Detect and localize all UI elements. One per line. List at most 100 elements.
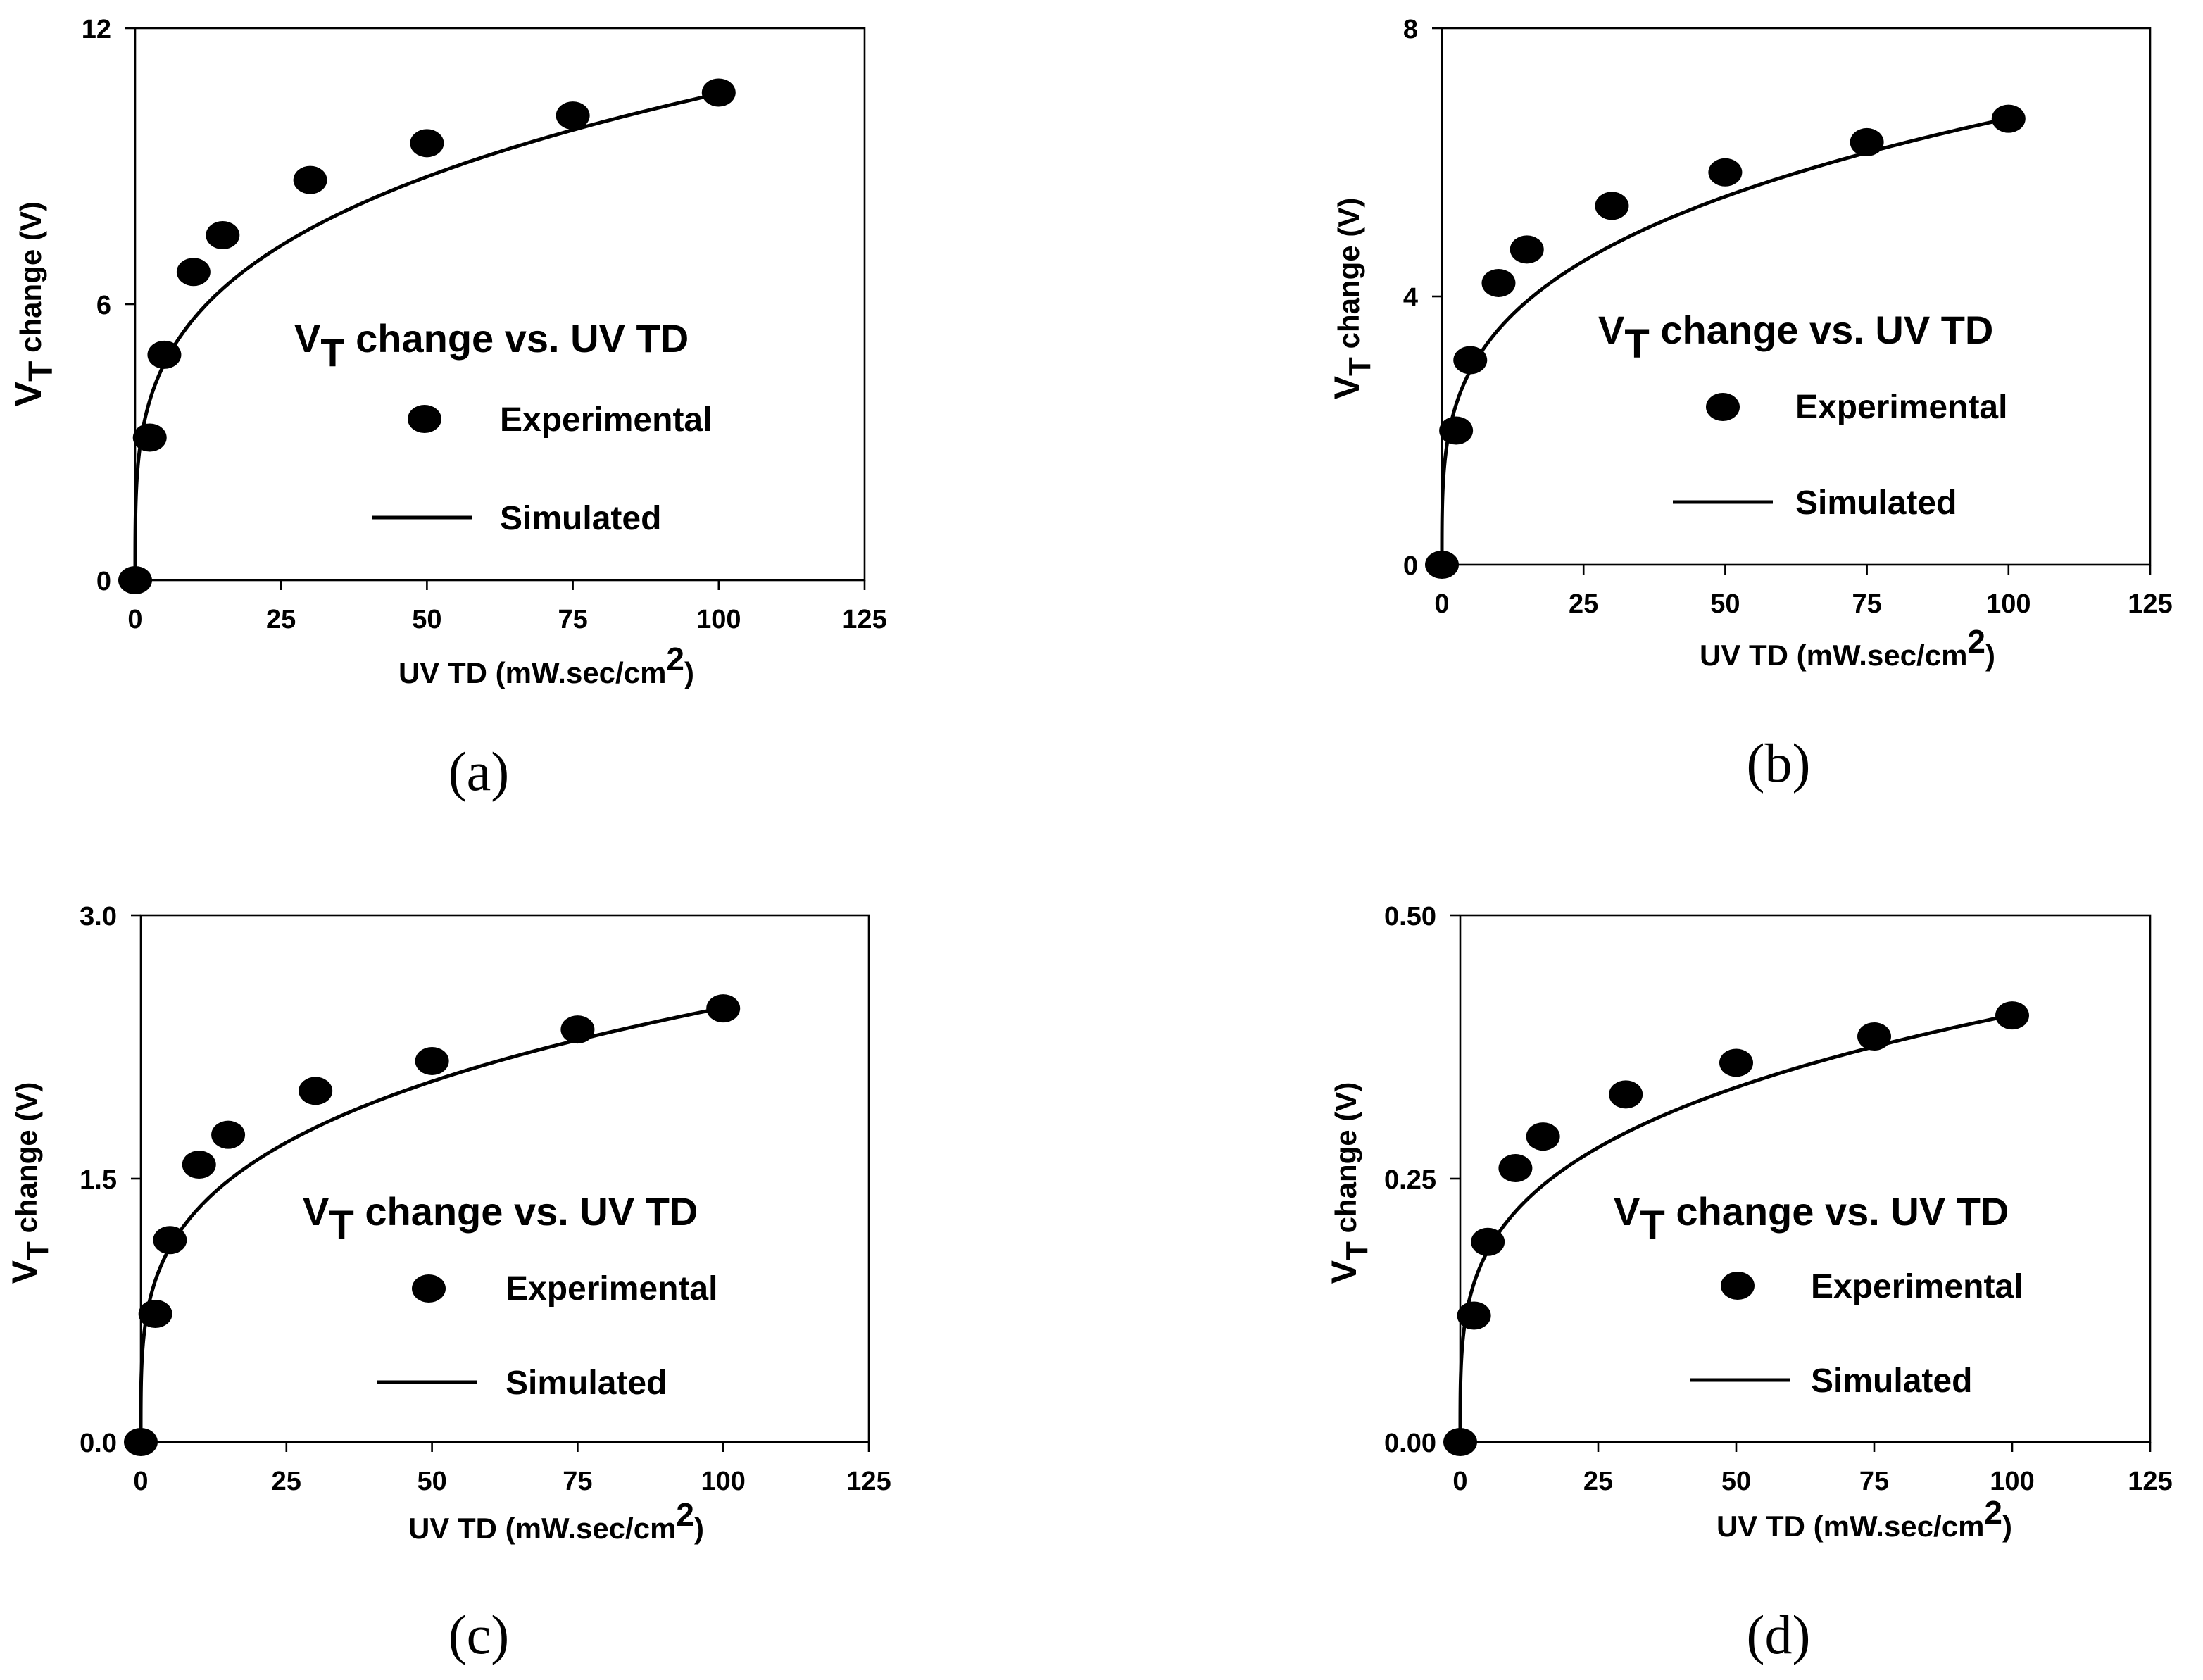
panel-label: (c) — [448, 1604, 510, 1665]
experimental-point — [1595, 192, 1629, 220]
y-tick-label: 0 — [96, 567, 111, 596]
y-axis-title: VT change (V) — [1327, 198, 1377, 400]
y-tick-label: 1.5 — [80, 1165, 117, 1195]
x-tick-label: 100 — [1986, 589, 2031, 619]
legend-marker-icon — [1706, 393, 1740, 421]
y-tick-label: 4 — [1403, 283, 1418, 313]
legend-simulated-label: Simulated — [1811, 1362, 1972, 1400]
experimental-point — [182, 1151, 216, 1179]
experimental-point — [1857, 1022, 1891, 1051]
legend-experimental-label: Experimental — [1795, 389, 2007, 426]
x-tick-label: 25 — [1569, 589, 1598, 619]
experimental-point — [706, 994, 741, 1023]
x-tick-label: 50 — [1721, 1467, 1751, 1496]
x-axis-title: UV TD (mW.sec/cm2) — [408, 1496, 704, 1545]
x-tick-label: 100 — [701, 1467, 745, 1496]
legend-simulated-label: Simulated — [1795, 484, 1957, 522]
y-tick-label: 0.25 — [1384, 1165, 1436, 1195]
experimental-point — [124, 1428, 158, 1456]
experimental-point — [176, 258, 211, 287]
experimental-point — [1526, 1122, 1560, 1151]
experimental-point — [1850, 127, 1884, 156]
experimental-point — [415, 1046, 449, 1075]
legend-title: VT change vs. UV TD — [1614, 1189, 2009, 1248]
chart-panel-d: 0 25 50 75 100 125 0.00 0.25 0.50 VT change vs. U… — [1324, 902, 2173, 1665]
experimental-point — [1991, 104, 2026, 133]
simulated-curve — [1458, 1013, 2013, 1442]
experimental-point — [118, 566, 152, 594]
experimental-point — [1443, 1428, 1477, 1456]
y-tick-label: 3.0 — [80, 902, 117, 932]
experimental-point — [701, 78, 736, 107]
legend-marker-icon — [1721, 1272, 1755, 1300]
experimental-point — [1439, 416, 1474, 445]
x-tick-label: 25 — [266, 605, 296, 634]
x-tick-label: 50 — [1710, 589, 1740, 619]
experimental-point — [560, 1015, 595, 1044]
legend-title: VT change vs. UV TD — [303, 1189, 698, 1248]
x-tick-label: 75 — [1859, 1467, 1889, 1496]
y-tick-label: 8 — [1403, 15, 1418, 44]
experimental-point — [206, 221, 240, 249]
panel-label: (b) — [1747, 732, 1811, 794]
legend-simulated-label: Simulated — [500, 500, 661, 537]
y-tick-label: 0.0 — [80, 1429, 117, 1458]
x-axis-title: UV TD (mW.sec/cm2) — [1700, 623, 1995, 672]
x-tick-label: 25 — [1583, 1467, 1613, 1496]
y-tick-label: 0.00 — [1384, 1429, 1436, 1458]
x-axis-title: UV TD (mW.sec/cm2) — [1716, 1494, 2012, 1543]
experimental-point — [153, 1226, 187, 1255]
legend-marker-icon — [412, 1274, 446, 1303]
x-tick-label: 50 — [417, 1467, 446, 1496]
legend-marker-icon — [408, 405, 441, 433]
x-tick-label: 125 — [846, 1467, 891, 1496]
experimental-point — [1471, 1227, 1505, 1256]
y-tick-label: 12 — [82, 15, 111, 44]
x-tick-label: 75 — [558, 605, 587, 634]
x-tick-label: 100 — [696, 605, 741, 634]
x-tick-label: 0 — [127, 605, 142, 634]
experimental-point — [299, 1077, 333, 1105]
x-axis-title: UV TD (mW.sec/cm2) — [398, 641, 694, 689]
chart-panel-b: 0 25 50 75 100 125 0 4 8 VT change vs. UV TD Exper… — [1327, 15, 2173, 794]
x-tick-label: 75 — [563, 1467, 592, 1496]
experimental-point — [1498, 1154, 1533, 1183]
panel-label: (d) — [1747, 1604, 1811, 1665]
experimental-point — [1453, 346, 1488, 375]
experimental-point — [293, 165, 327, 194]
legend-experimental-label: Experimental — [1811, 1268, 2023, 1305]
x-tick-label: 125 — [2128, 589, 2172, 619]
x-tick-label: 0 — [133, 1467, 148, 1496]
chart-panel-a: 0 25 50 75 100 125 0 6 12 VT change vs. UV TD Expe… — [7, 15, 887, 802]
legend-title: VT change vs. UV TD — [1598, 308, 1993, 367]
panel-label: (a) — [448, 741, 510, 802]
experimental-point — [1510, 235, 1544, 264]
plot-frame — [134, 27, 866, 582]
chart-panel-c: 0 25 50 75 100 125 0.0 1.5 3.0 VT change vs. UV T… — [5, 902, 891, 1665]
y-axis-title: VT change (V) — [1324, 1082, 1374, 1284]
simulated-curve — [139, 1005, 724, 1442]
y-tick-label: 6 — [96, 291, 111, 320]
experimental-point — [1481, 268, 1516, 297]
experimental-point — [132, 423, 167, 452]
x-tick-label: 0 — [1434, 589, 1449, 619]
y-tick-label: 0.50 — [1384, 902, 1436, 932]
x-tick-label: 75 — [1852, 589, 1881, 619]
legend-title: VT change vs. UV TD — [294, 316, 689, 375]
y-axis-title: VT change (V) — [5, 1082, 55, 1284]
legend-experimental-label: Experimental — [506, 1270, 717, 1308]
x-tick-label: 125 — [2128, 1467, 2172, 1496]
x-tick-label: 50 — [412, 605, 441, 634]
experimental-point — [1995, 1001, 2029, 1030]
plot-frame — [139, 914, 870, 1443]
experimental-point — [211, 1120, 246, 1149]
experimental-point — [556, 101, 590, 130]
experimental-point — [1719, 1048, 1753, 1077]
experimental-point — [1609, 1080, 1643, 1109]
legend-experimental-label: Experimental — [500, 401, 712, 439]
experimental-point — [1425, 551, 1459, 579]
experimental-point — [410, 129, 444, 158]
experimental-point — [147, 340, 182, 369]
plot-frame — [1459, 914, 2152, 1443]
